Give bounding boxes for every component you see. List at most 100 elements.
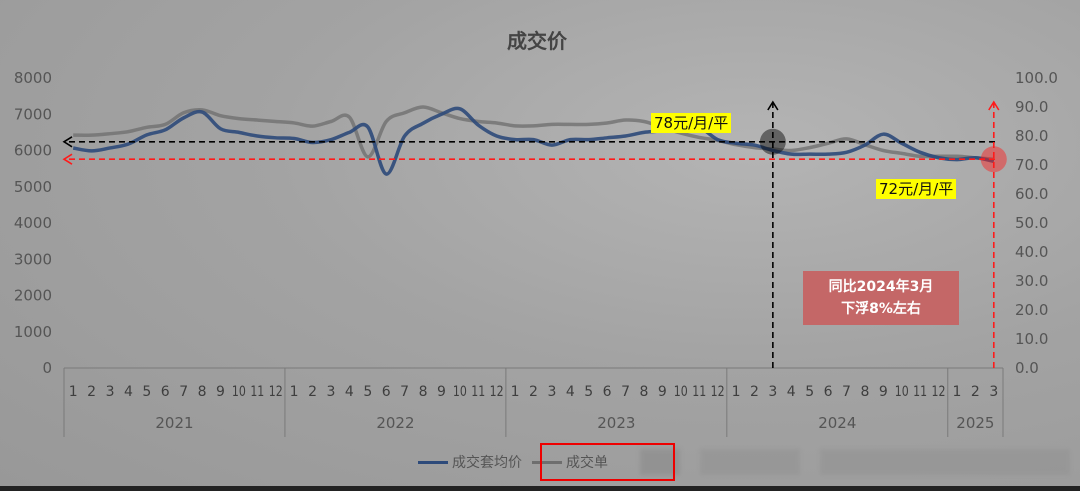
month-tick: 9 (658, 384, 667, 400)
right-axis-tick: 40.0 (1015, 243, 1048, 261)
right-axis-tick: 10.0 (1015, 330, 1048, 348)
right-axis-tick: 90.0 (1015, 98, 1048, 116)
month-tick: 10 (674, 384, 688, 400)
left-axis-tick: 6000 (14, 142, 52, 160)
month-tick: 12 (711, 384, 725, 400)
right-axis-tick: 50.0 (1015, 214, 1048, 232)
month-tick: 10 (895, 384, 909, 400)
month-tick: 4 (345, 384, 354, 400)
month-tick: 9 (216, 384, 225, 400)
left-axis-tick: 0 (42, 359, 52, 377)
month-tick: 5 (805, 384, 814, 400)
month-tick: 7 (179, 384, 188, 400)
month-tick: 8 (198, 384, 207, 400)
left-axis-tick: 8000 (14, 69, 52, 87)
legend-item-avg-price: 成交套均价 (452, 455, 522, 471)
year-label: 2025 (956, 414, 994, 432)
month-tick: 11 (250, 384, 264, 400)
month-tick: 12 (269, 384, 283, 400)
right-axis-tick: 100.0 (1015, 69, 1058, 87)
month-tick: 2 (529, 384, 538, 400)
month-tick: 10 (453, 384, 467, 400)
annotation-label-2024-03: 78元/月/平 (651, 113, 732, 133)
month-tick: 3 (768, 384, 777, 400)
red-arrow-up-icon (988, 100, 1000, 111)
month-tick: 2 (971, 384, 980, 400)
month-tick: 1 (290, 384, 299, 400)
right-axis-tick: 80.0 (1015, 127, 1048, 145)
month-tick: 12 (490, 384, 504, 400)
month-tick: 6 (382, 384, 391, 400)
month-tick: 9 (437, 384, 446, 400)
right-axis-tick: 70.0 (1015, 156, 1048, 174)
yoy-note-box: 同比2024年3月 下浮8%左右 (803, 271, 959, 325)
note-line-2: 下浮8%左右 (841, 301, 921, 317)
month-tick: 3 (106, 384, 115, 400)
legend-swatch-unit-price (532, 460, 562, 464)
month-tick: 4 (124, 384, 133, 400)
red-marker-circle (980, 146, 1007, 173)
month-tick: 3 (327, 384, 336, 400)
month-tick: 7 (621, 384, 630, 400)
month-tick: 1 (732, 384, 741, 400)
pixelated-watermark (820, 449, 1070, 475)
left-axis-tick: 4000 (14, 214, 52, 232)
left-axis-tick: 7000 (14, 105, 52, 123)
year-label: 2022 (376, 414, 414, 432)
left-axis-tick: 2000 (14, 287, 52, 305)
month-tick: 5 (142, 384, 151, 400)
month-tick: 9 (879, 384, 888, 400)
month-tick: 2 (750, 384, 759, 400)
month-tick: 1 (69, 384, 78, 400)
annotation-label-2025-03: 72元/月/平 (876, 179, 957, 199)
month-tick: 4 (787, 384, 796, 400)
month-tick: 4 (566, 384, 575, 400)
right-axis-tick: 0.0 (1015, 359, 1039, 377)
highlight-box (540, 443, 675, 481)
month-tick: 3 (989, 384, 998, 400)
month-tick: 5 (363, 384, 372, 400)
pixelated-watermark (700, 449, 800, 475)
year-label: 2023 (597, 414, 635, 432)
month-tick: 6 (603, 384, 612, 400)
month-tick: 1 (511, 384, 520, 400)
right-axis-tick: 30.0 (1015, 272, 1048, 290)
year-label: 2024 (818, 414, 856, 432)
month-tick: 2 (308, 384, 317, 400)
month-tick: 11 (471, 384, 485, 400)
month-tick: 7 (400, 384, 409, 400)
black-arrow-up-icon (767, 100, 779, 111)
black-marker-circle (759, 128, 786, 155)
legend-item-unit-price: 成交单 (566, 455, 608, 471)
month-tick: 8 (860, 384, 869, 400)
left-axis-tick: 3000 (14, 250, 52, 268)
right-axis-tick: 20.0 (1015, 301, 1048, 319)
series-line-unit-price (73, 105, 994, 161)
month-tick: 11 (913, 384, 927, 400)
month-tick: 10 (232, 384, 246, 400)
month-tick: 6 (824, 384, 833, 400)
red-arrow-left-icon (62, 153, 73, 165)
note-line-1: 同比2024年3月 (828, 279, 934, 295)
black-arrow-left-icon (62, 136, 73, 148)
month-tick: 8 (640, 384, 649, 400)
month-tick: 12 (932, 384, 946, 400)
chart-title: 成交价 (507, 29, 568, 53)
bottom-bar (0, 486, 1080, 491)
legend-swatch-avg-price (418, 460, 448, 464)
month-tick: 7 (842, 384, 851, 400)
year-label: 2021 (155, 414, 193, 432)
left-axis-tick: 5000 (14, 178, 52, 196)
right-axis-tick: 60.0 (1015, 185, 1048, 203)
month-tick: 11 (692, 384, 706, 400)
month-tick: 3 (547, 384, 556, 400)
month-tick: 1 (953, 384, 962, 400)
month-tick: 5 (584, 384, 593, 400)
month-tick: 8 (419, 384, 428, 400)
month-tick: 2 (87, 384, 96, 400)
left-axis-tick: 1000 (14, 323, 52, 341)
legend: 成交套均价 成交单 (418, 452, 608, 472)
month-tick: 6 (161, 384, 170, 400)
